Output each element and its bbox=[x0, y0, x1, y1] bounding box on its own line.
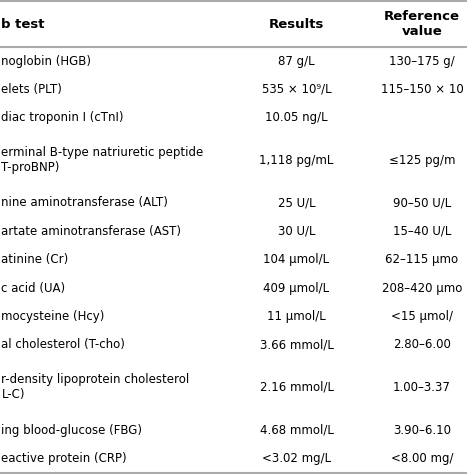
Text: 4.68 mmol/L: 4.68 mmol/L bbox=[260, 424, 333, 437]
Text: noglobin (HGB): noglobin (HGB) bbox=[1, 55, 91, 67]
Text: 2.16 mmol/L: 2.16 mmol/L bbox=[259, 381, 334, 394]
Text: artate aminotransferase (AST): artate aminotransferase (AST) bbox=[1, 225, 182, 238]
Text: 90–50 U/L: 90–50 U/L bbox=[393, 196, 451, 210]
Text: c acid (UA): c acid (UA) bbox=[1, 282, 65, 295]
Text: erminal B-type natriuretic peptide
T-proBNP): erminal B-type natriuretic peptide T-pro… bbox=[1, 146, 204, 174]
Text: 2.80–6.00: 2.80–6.00 bbox=[393, 338, 451, 351]
Text: 11 μmol/L: 11 μmol/L bbox=[267, 310, 326, 323]
Text: 409 μmol/L: 409 μmol/L bbox=[264, 282, 329, 295]
Text: r-density lipoprotein cholesterol
L-C): r-density lipoprotein cholesterol L-C) bbox=[1, 374, 190, 401]
Text: ing blood-glucose (FBG): ing blood-glucose (FBG) bbox=[1, 424, 142, 437]
Text: ≤125 pg/m: ≤125 pg/m bbox=[389, 154, 455, 167]
Text: 3.90–6.10: 3.90–6.10 bbox=[393, 424, 451, 437]
Text: 1.00–3.37: 1.00–3.37 bbox=[393, 381, 451, 394]
Text: 87 g/L: 87 g/L bbox=[278, 55, 315, 67]
Text: 10.05 ng/L: 10.05 ng/L bbox=[265, 111, 328, 124]
Text: 130–175 g/: 130–175 g/ bbox=[389, 55, 455, 67]
Text: al cholesterol (T-cho): al cholesterol (T-cho) bbox=[1, 338, 125, 351]
Text: <8.00 mg/: <8.00 mg/ bbox=[391, 452, 453, 465]
Text: <15 μmol/: <15 μmol/ bbox=[391, 310, 453, 323]
Text: 115–150 × 10: 115–150 × 10 bbox=[381, 83, 464, 96]
Text: 30 U/L: 30 U/L bbox=[278, 225, 315, 238]
Text: Reference
value: Reference value bbox=[384, 10, 460, 38]
Text: <3.02 mg/L: <3.02 mg/L bbox=[262, 452, 331, 465]
Text: 208–420 μmo: 208–420 μmo bbox=[382, 282, 462, 295]
Text: b test: b test bbox=[1, 18, 45, 31]
Text: 25 U/L: 25 U/L bbox=[278, 196, 315, 210]
Text: Results: Results bbox=[269, 18, 324, 31]
Text: eactive protein (CRP): eactive protein (CRP) bbox=[1, 452, 127, 465]
Text: diac troponin I (cTnI): diac troponin I (cTnI) bbox=[1, 111, 124, 124]
Text: 104 μmol/L: 104 μmol/L bbox=[264, 253, 329, 266]
Text: 535 × 10⁹/L: 535 × 10⁹/L bbox=[262, 83, 331, 96]
Text: nine aminotransferase (ALT): nine aminotransferase (ALT) bbox=[1, 196, 168, 210]
Text: 1,118 pg/mL: 1,118 pg/mL bbox=[259, 154, 334, 167]
Text: mocysteine (Hcy): mocysteine (Hcy) bbox=[1, 310, 105, 323]
Text: 3.66 mmol/L: 3.66 mmol/L bbox=[260, 338, 333, 351]
Text: elets (PLT): elets (PLT) bbox=[1, 83, 62, 96]
Text: 15–40 U/L: 15–40 U/L bbox=[393, 225, 451, 238]
Text: 62–115 μmo: 62–115 μmo bbox=[385, 253, 458, 266]
Text: atinine (Cr): atinine (Cr) bbox=[1, 253, 69, 266]
